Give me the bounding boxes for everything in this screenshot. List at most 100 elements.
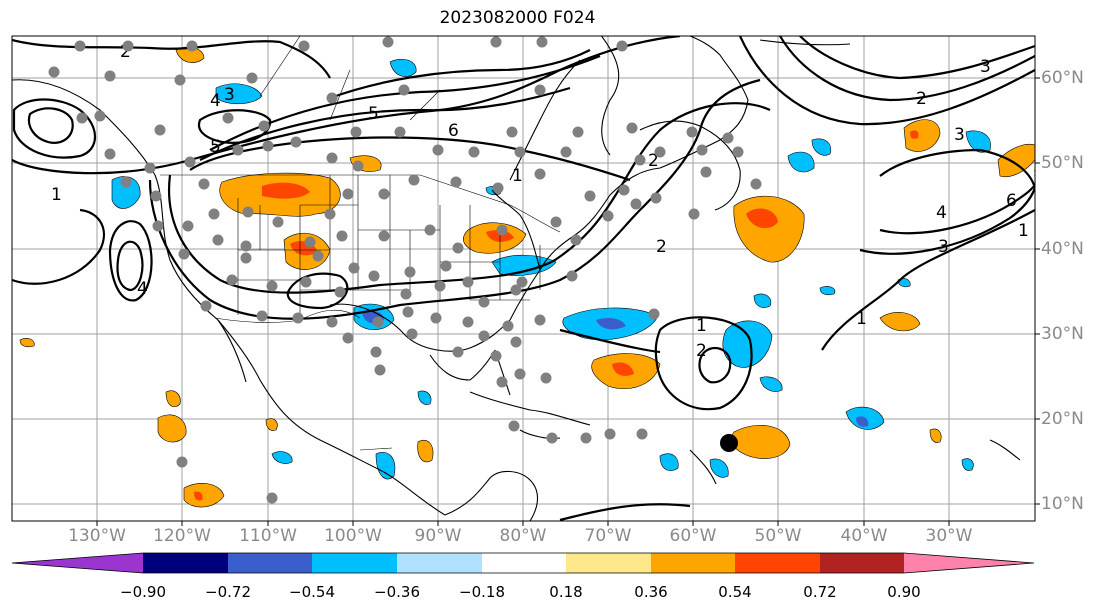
station-marker (478, 296, 490, 308)
positive-anomaly-core (746, 208, 778, 229)
station-marker (262, 140, 274, 152)
contour-label: 3 (224, 85, 235, 105)
negative-anomaly-area (389, 59, 417, 77)
station-marker (534, 168, 546, 180)
station-marker (208, 208, 220, 220)
positive-anomaly-area (417, 440, 434, 463)
station-marker (382, 36, 394, 48)
station-marker (450, 176, 462, 188)
longitude-ticks (96, 521, 950, 526)
station-marker (326, 92, 338, 104)
longitude-label: 70°W (584, 526, 632, 546)
colorbar-tick-label: 0.54 (718, 583, 752, 601)
station-marker (570, 234, 582, 246)
colorbar-outline (11, 552, 1035, 574)
station-marker (508, 420, 520, 432)
station-marker (584, 190, 596, 202)
station-marker (626, 122, 638, 134)
station-marker (616, 40, 628, 52)
station-marker (94, 110, 106, 122)
longitude-label: 60°W (669, 526, 717, 546)
positive-anomaly-area (997, 143, 1035, 178)
station-marker (342, 188, 354, 200)
station-marker (618, 184, 630, 196)
station-marker (352, 160, 364, 172)
negative-anomaly-area (965, 130, 991, 153)
station-marker (242, 206, 254, 218)
station-marker (232, 144, 244, 156)
longitude-label: 130°W (68, 526, 126, 546)
station-marker (374, 364, 386, 376)
station-marker (312, 250, 324, 262)
positive-anomaly-area (879, 312, 921, 332)
latitude-label: 30°N (1041, 324, 1084, 344)
station-marker (722, 132, 734, 144)
station-marker (256, 310, 268, 322)
colorbar-cell (566, 553, 651, 573)
positive-anomaly-core (194, 491, 203, 501)
station-marker (198, 178, 210, 190)
colorbar-tick-label: 0.90 (887, 583, 921, 601)
station-marker (200, 300, 212, 312)
positive-anomaly-area (157, 414, 187, 443)
positive-anomaly-area (19, 338, 35, 348)
contour-label: 1 (1018, 221, 1029, 241)
positive-anomaly-area (265, 418, 278, 431)
station-marker (424, 224, 436, 236)
station-marker (566, 270, 578, 282)
contour-lines (12, 36, 1035, 521)
station-marker (398, 84, 410, 96)
contour-label: 4 (936, 203, 947, 223)
station-marker (430, 312, 442, 324)
station-marker (462, 276, 474, 288)
station-marker (406, 328, 418, 340)
colorbar-cell (397, 553, 482, 573)
colorbar-cell (312, 553, 397, 573)
contour-label: 2 (656, 237, 667, 257)
longitude-label: 90°W (414, 526, 462, 546)
colorbar-cell (482, 553, 566, 573)
latitude-label: 60°N (1041, 68, 1084, 88)
station-marker (378, 188, 390, 200)
longitude-label: 110°W (239, 526, 297, 546)
station-marker (688, 208, 700, 220)
station-marker (506, 126, 518, 138)
station-marker (122, 40, 134, 52)
colorbar-tick-label: −0.18 (459, 583, 505, 601)
station-marker (536, 36, 548, 48)
positive-anomaly-core (910, 130, 919, 139)
station-marker (150, 190, 162, 202)
station-marker (634, 154, 646, 166)
station-marker (298, 40, 310, 52)
anomaly-fill-areas (19, 46, 1035, 508)
contour-label: 6 (1006, 191, 1017, 211)
contour-label: 6 (448, 121, 459, 141)
station-marker (104, 70, 116, 82)
contour-label: 3 (954, 125, 965, 145)
station-marker (292, 312, 304, 324)
station-marker (478, 330, 490, 342)
station-markers (48, 36, 762, 504)
station-marker (502, 320, 514, 332)
station-marker (490, 350, 502, 362)
station-marker (402, 306, 414, 318)
station-marker (514, 368, 526, 380)
station-marker (510, 336, 522, 348)
latitude-ticks (1035, 77, 1040, 505)
station-marker (404, 266, 416, 278)
station-marker (246, 72, 258, 84)
colorbar-cell (12, 553, 143, 573)
station-marker (336, 230, 348, 242)
station-marker (440, 260, 452, 272)
colorbar-cell (820, 553, 904, 573)
positive-anomaly-area (929, 428, 942, 443)
latitude-label: 10°N (1041, 494, 1084, 514)
station-marker (394, 126, 406, 138)
station-marker (496, 224, 508, 236)
station-marker (154, 124, 166, 136)
negative-anomaly-area (787, 151, 815, 173)
station-marker (580, 432, 592, 444)
contour-label: 3 (938, 237, 949, 257)
station-marker (304, 236, 316, 248)
station-marker (636, 428, 648, 440)
